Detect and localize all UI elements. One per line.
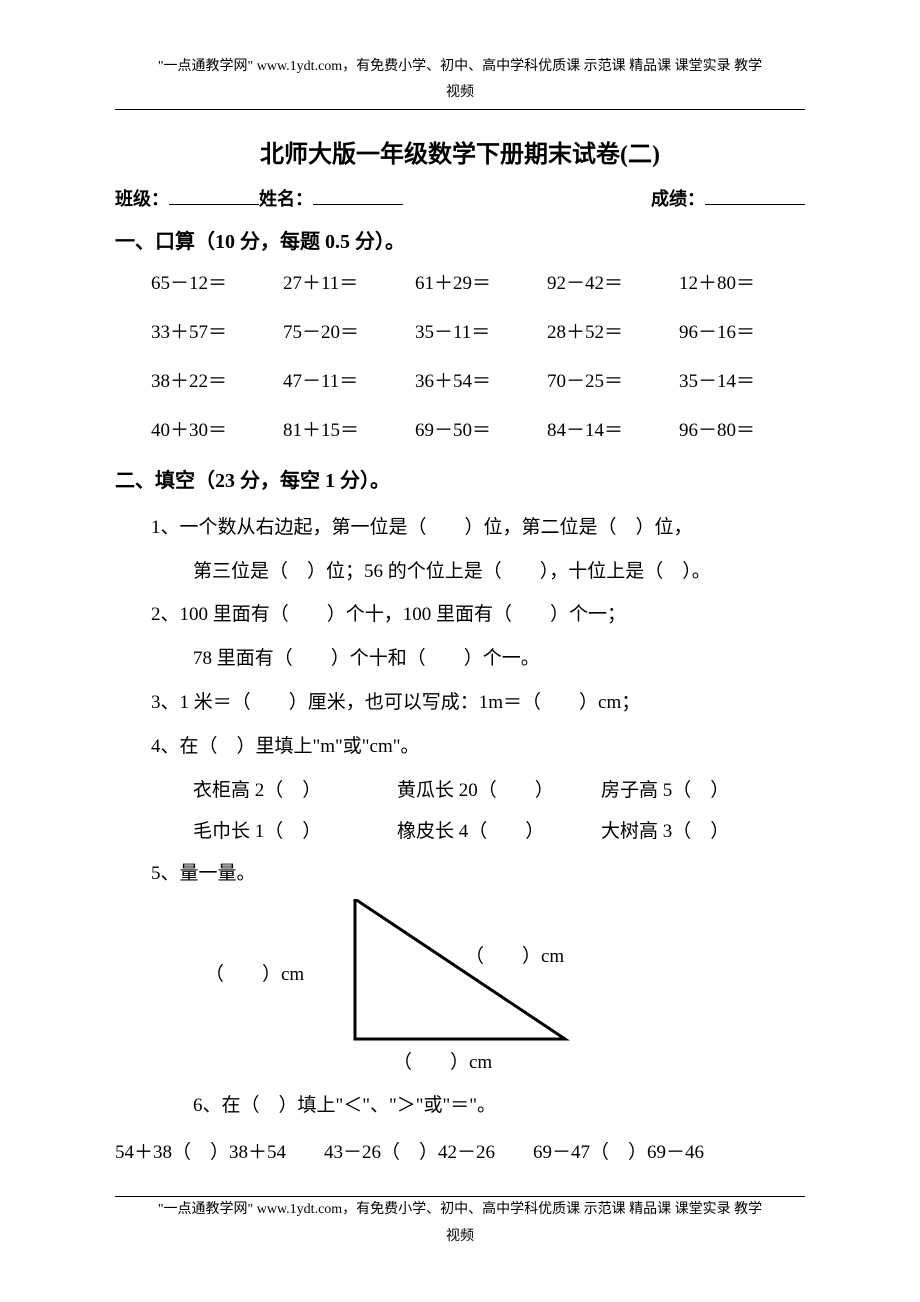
arith-item: 61＋29＝ <box>415 268 541 295</box>
triangle-right-label: （ ）cm <box>465 941 564 968</box>
arith-item: 36＋54＝ <box>415 366 541 393</box>
q3-line: 3、1 米＝（ ）厘米，也可以写成：1m＝（ ）cm； <box>151 682 805 724</box>
page: "一点通教学网" www.1ydt.com，有免费小学、初中、高中学科优质课 示… <box>0 0 920 1164</box>
arith-item: 92－42＝ <box>547 268 673 295</box>
unit-item: 房子高 5（ ） <box>601 770 805 812</box>
arith-item: 47－11＝ <box>283 366 409 393</box>
name-blank <box>313 185 403 205</box>
arith-item: 35－11＝ <box>415 317 541 344</box>
name-label: 姓名： <box>259 185 313 211</box>
q2-line2: 78 里面有（ ）个十和（ ）个一。 <box>193 638 805 680</box>
arith-item: 40＋30＝ <box>151 415 277 442</box>
arith-item: 75－20＝ <box>283 317 409 344</box>
triangle-bottom-label: （ ）cm <box>393 1047 492 1074</box>
arith-item: 27＋11＝ <box>283 268 409 295</box>
class-blank <box>169 185 259 205</box>
unit-item: 大树高 3（ ） <box>601 811 805 853</box>
arith-item: 12＋80＝ <box>679 268 805 295</box>
q1-line1: 1、一个数从右边起，第一位是（ ）位，第二位是（ ）位， <box>151 507 805 549</box>
arith-item: 96－16＝ <box>679 317 805 344</box>
unit-item: 橡皮长 4（ ） <box>397 811 601 853</box>
unit-item: 黄瓜长 20（ ） <box>397 770 601 812</box>
arith-item: 33＋57＝ <box>151 317 277 344</box>
arith-item: 70－25＝ <box>547 366 673 393</box>
triangle-shape <box>355 899 565 1039</box>
arith-item: 28＋52＝ <box>547 317 673 344</box>
footer-divider <box>115 1196 805 1197</box>
arith-item: 81＋15＝ <box>283 415 409 442</box>
arithmetic-grid: 65－12＝ 27＋11＝ 61＋29＝ 92－42＝ 12＋80＝ 33＋57… <box>151 268 805 442</box>
section2-body: 1、一个数从右边起，第一位是（ ）位，第二位是（ ）位， 第三位是（ ）位；56… <box>151 507 805 768</box>
compare-row: 54＋38（ ）38＋54 43－26（ ）42－26 69－47（ ）69－4… <box>115 1137 805 1164</box>
q1-line2: 第三位是（ ）位；56 的个位上是（ ），十位上是（ ）。 <box>193 551 805 593</box>
score-blank <box>705 185 805 205</box>
footer-note-line2: 视频 <box>115 1226 805 1248</box>
compare-item: 69－47（ ）69－46 <box>533 1137 704 1164</box>
student-info-row: 班级： 姓名： 成绩： <box>115 185 805 211</box>
compare-item: 54＋38（ ）38＋54 <box>115 1137 286 1164</box>
class-label: 班级： <box>115 185 169 211</box>
unit-grid: 衣柜高 2（ ） 黄瓜长 20（ ） 房子高 5（ ） 毛巾长 1（ ） 橡皮长… <box>193 770 805 854</box>
header-note-line1: "一点通教学网" www.1ydt.com，有免费小学、初中、高中学科优质课 示… <box>115 56 805 78</box>
section1-heading: 一、口算（10 分，每题 0.5 分）。 <box>115 225 805 254</box>
triangle-left-label: （ ）cm <box>205 959 304 986</box>
triangle-diagram: （ ）cm （ ）cm （ ）cm <box>175 899 805 1079</box>
arith-item: 38＋22＝ <box>151 366 277 393</box>
score-label: 成绩： <box>651 185 705 211</box>
footer: "一点通教学网" www.1ydt.com，有免费小学、初中、高中学科优质课 示… <box>115 1182 805 1252</box>
arith-item: 65－12＝ <box>151 268 277 295</box>
unit-item: 毛巾长 1（ ） <box>193 811 397 853</box>
section2-heading: 二、填空（23 分，每空 1 分）。 <box>115 464 805 493</box>
arith-item: 35－14＝ <box>679 366 805 393</box>
header-divider <box>115 109 805 110</box>
unit-item: 衣柜高 2（ ） <box>193 770 397 812</box>
header-note-line2: 视频 <box>115 82 805 104</box>
compare-item: 43－26（ ）42－26 <box>324 1137 495 1164</box>
arith-item: 84－14＝ <box>547 415 673 442</box>
arith-item: 96－80＝ <box>679 415 805 442</box>
q4-line: 4、在（ ）里填上"m"或"cm"。 <box>151 726 805 768</box>
q2-line1: 2、100 里面有（ ）个十，100 里面有（ ）个一； <box>151 594 805 636</box>
arith-item: 69－50＝ <box>415 415 541 442</box>
q6-line: 6、在（ ）填上"＜"、"＞"或"＝"。 <box>193 1085 805 1127</box>
q5-line: 5、量一量。 <box>151 853 805 895</box>
document-title: 北师大版一年级数学下册期末试卷(二) <box>115 134 805 169</box>
footer-note-line1: "一点通教学网" www.1ydt.com，有免费小学、初中、高中学科优质课 示… <box>115 1199 805 1221</box>
